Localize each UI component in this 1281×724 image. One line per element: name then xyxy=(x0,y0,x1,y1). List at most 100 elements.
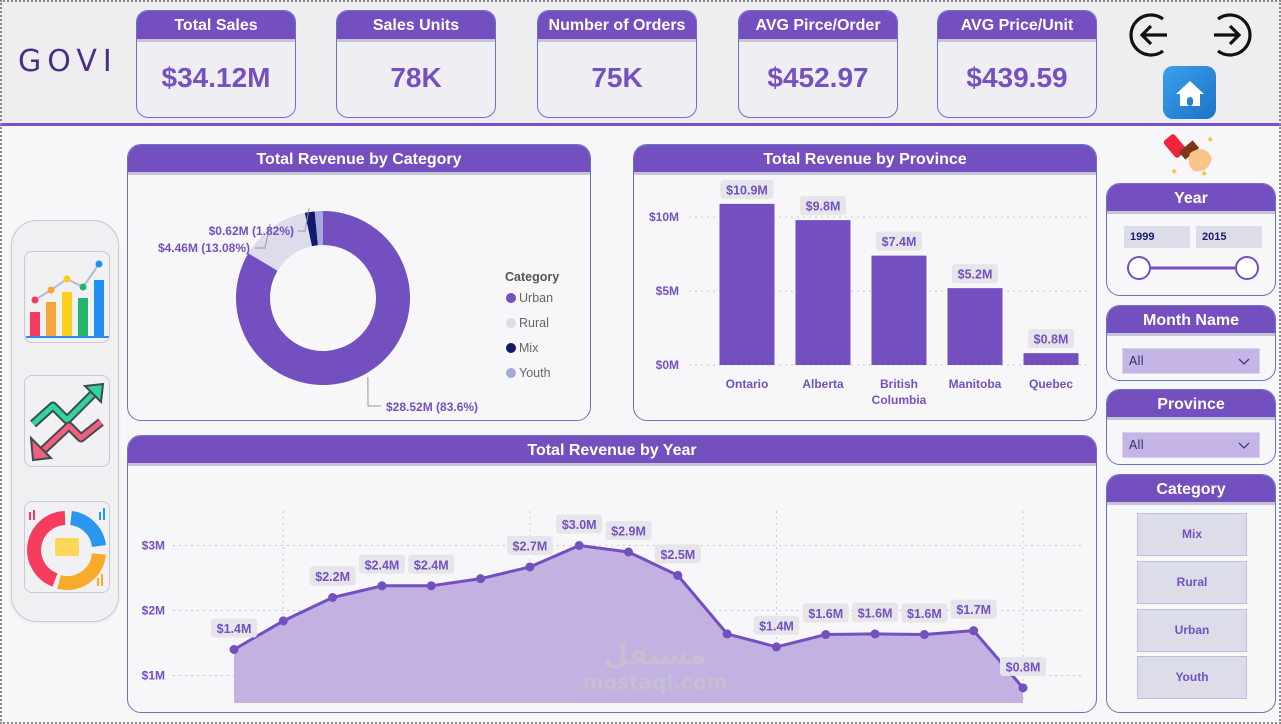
data-label-text: $1.6M xyxy=(907,607,942,621)
trend-arrows-icon xyxy=(29,382,105,462)
data-point-2004 xyxy=(476,574,486,584)
data-point-2013 xyxy=(919,630,929,640)
back-button[interactable] xyxy=(1129,10,1179,60)
svg-text:✦: ✦ xyxy=(1206,135,1214,146)
eraser-brush-icon: ✦ ✦ ✦ xyxy=(1163,134,1214,180)
data-label-bg xyxy=(654,544,701,564)
data-point-1999 xyxy=(229,645,239,654)
category-option-rural[interactable]: Rural xyxy=(1137,561,1247,604)
data-label-bg xyxy=(852,602,899,622)
year-range-slider[interactable] xyxy=(1121,254,1265,282)
data-label-bg xyxy=(408,554,455,574)
legend-title: Category xyxy=(505,270,559,284)
data-label-text: $10.9M xyxy=(726,183,768,197)
point-data-label: $2.5M xyxy=(654,544,701,564)
data-label-text: $2.7M xyxy=(513,539,548,553)
data-label-text: $1.4M xyxy=(217,622,252,636)
slicer-title: Category xyxy=(1107,475,1275,505)
data-label-bg xyxy=(901,603,948,623)
province-dropdown[interactable]: All xyxy=(1122,432,1260,458)
point-data-label: $1.4M xyxy=(211,618,257,638)
data-point-2000 xyxy=(278,616,288,626)
x-tick-label: 2010 xyxy=(763,711,790,712)
legend-item-rural: Rural xyxy=(519,316,549,330)
data-point-2008 xyxy=(673,570,683,580)
forward-button[interactable] xyxy=(1202,10,1252,60)
donut-slice-urban xyxy=(236,211,410,385)
data-label-text: $1.6M xyxy=(808,607,843,621)
data-label-text: $1.4M xyxy=(759,619,794,633)
panel-revenue-by-year: Total Revenue by Year $1M $2M $3M 2000 2005 2… xyxy=(127,435,1097,713)
header-bar: GOVI Total Sales $34.12M Sales Units 78K… xyxy=(0,0,1281,126)
data-label-text: $2.4M xyxy=(414,558,449,572)
donut-chart: $28.52M (83.6%) $4.46M (13.08%) $0.62M (1.… xyxy=(158,207,559,414)
brand-logo: GOVI xyxy=(18,44,118,79)
point-data-label: $1.7M xyxy=(950,599,997,619)
point-data-label: $0.8M xyxy=(1000,656,1046,676)
data-point-2001 xyxy=(328,593,338,602)
y-tick-label: $2M xyxy=(142,604,165,618)
bar-alberta xyxy=(795,220,851,365)
category-option-mix[interactable]: Mix xyxy=(1137,513,1247,556)
nav-page-trends[interactable] xyxy=(24,375,110,467)
donut-data-label: $0.62M (1.82%) xyxy=(209,224,294,238)
data-label-text: $0.8M xyxy=(1006,660,1041,674)
arrow-right-circle-icon xyxy=(1214,13,1252,57)
legend-item-urban: Urban xyxy=(519,291,553,305)
data-label-bg xyxy=(506,535,553,555)
kpi-card-total-sales: Total Sales $34.12M xyxy=(136,10,296,118)
donut-data-label: $28.52M (83.6%) xyxy=(386,400,478,414)
x-tick-label: Manitoba xyxy=(949,377,1002,391)
x-tick-label: Alberta xyxy=(802,377,844,391)
home-button[interactable] xyxy=(1163,66,1216,119)
donut-slice-mix xyxy=(304,211,318,247)
year-min-input[interactable]: 1999 xyxy=(1124,226,1190,248)
nav-page-donut[interactable] xyxy=(24,501,110,593)
slicer-province: Province All xyxy=(1106,389,1276,465)
slider-handle-min[interactable] xyxy=(1127,256,1151,280)
slicer-year: Year 1999 2015 xyxy=(1106,183,1276,296)
panel-title: Total Revenue by Year xyxy=(128,436,1096,466)
bar-data-label: $9.8M xyxy=(800,196,846,216)
donut-chart-icon xyxy=(27,508,106,591)
donut-leader-line xyxy=(367,377,381,407)
point-data-label: $1.6M xyxy=(802,603,849,623)
bar-british-columbia xyxy=(871,255,927,365)
data-label-text: $7.4M xyxy=(882,235,917,249)
data-point-2014 xyxy=(969,626,979,636)
data-label-bg xyxy=(952,264,998,284)
nav-page-bar-chart[interactable] xyxy=(24,251,110,343)
slicer-title: Year xyxy=(1107,184,1275,214)
slider-handle-max[interactable] xyxy=(1235,256,1259,280)
bar-ontario xyxy=(719,203,775,365)
y-tick-label: $10M xyxy=(649,210,679,224)
kpi-card-avg-price-order: AVG Pirce/Order $452.97 xyxy=(738,10,898,118)
category-option-youth[interactable]: Youth xyxy=(1137,656,1247,699)
kpi-value: 78K xyxy=(390,62,442,93)
page-navigator xyxy=(11,220,119,622)
panel-revenue-by-category: Total Revenue by Category $28.52M (83.6%… xyxy=(127,144,591,421)
slicer-category: Category Mix Rural Urban Youth xyxy=(1106,474,1276,713)
kpi-card-number-of-orders: Number of Orders 75K xyxy=(537,10,697,118)
data-label-bg xyxy=(605,521,652,540)
data-label-bg xyxy=(358,554,405,574)
panel-title: Total Revenue by Province xyxy=(634,145,1096,175)
panel-revenue-by-province: Total Revenue by Province $0M $5M $10M $10.… xyxy=(633,144,1097,421)
donut-leader-line xyxy=(298,207,310,232)
bar-data-label: $10.9M xyxy=(720,179,774,199)
month-dropdown[interactable]: All xyxy=(1122,348,1260,374)
legend-marker-mix xyxy=(506,343,516,353)
data-label-text: $5.2M xyxy=(958,268,993,282)
year-max-input[interactable]: 2015 xyxy=(1196,226,1262,248)
svg-text:✦: ✦ xyxy=(1170,167,1178,178)
donut-data-label: $4.46M (13.08%) xyxy=(158,241,250,255)
point-data-label: $1.4M xyxy=(753,615,800,635)
category-option-urban[interactable]: Urban xyxy=(1137,609,1247,652)
clear-filters-button[interactable]: ✦ ✦ ✦ xyxy=(1162,131,1220,180)
data-label-text: $1.6M xyxy=(858,606,893,620)
kpi-value: $439.59 xyxy=(966,62,1068,93)
home-icon xyxy=(1175,80,1204,106)
point-data-label: $2.9M xyxy=(605,521,652,540)
data-label-text: $0.8M xyxy=(1034,333,1069,347)
bar-data-label: $0.8M xyxy=(1028,329,1074,349)
